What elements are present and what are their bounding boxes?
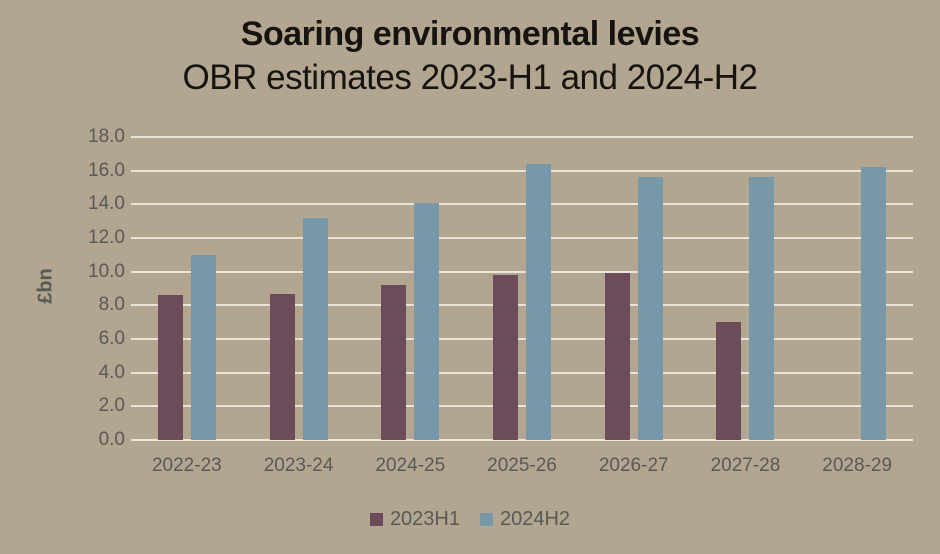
gridline bbox=[131, 304, 913, 307]
chart-title: Soaring environmental levies bbox=[240, 15, 700, 53]
gridline bbox=[131, 405, 913, 408]
bar-2024H2-2024-25 bbox=[414, 202, 440, 440]
plot-area bbox=[131, 136, 913, 441]
bar-2024H2-2023-24 bbox=[302, 217, 328, 440]
gridline bbox=[131, 371, 913, 374]
bar-2024H2-2022-23 bbox=[190, 254, 216, 440]
y-tick-label: 14.0 bbox=[88, 193, 125, 215]
bar-group-2022-23 bbox=[131, 137, 243, 440]
x-axis-label: 2028-29 bbox=[822, 455, 893, 476]
bar-series-container bbox=[131, 137, 913, 440]
gridlines bbox=[131, 136, 913, 441]
gridline bbox=[131, 439, 913, 441]
y-tick-label: 6.0 bbox=[98, 328, 125, 349]
y-tick-label: 12.0 bbox=[88, 227, 125, 248]
y-tick-label: 2.0 bbox=[98, 395, 125, 417]
y-axis-tick-labels: 0.0 2.0 4.0 6.0 8.0 10.0 12.0 14.0 16.0 18.0 bbox=[60, 126, 125, 450]
bar-group-2026-27 bbox=[578, 137, 690, 440]
x-axis-label: 2023-24 bbox=[263, 455, 334, 476]
bar-2023H1-2027-28 bbox=[716, 322, 742, 440]
bar-group-2027-28 bbox=[690, 137, 802, 440]
bar-2023H1-2025-26 bbox=[493, 275, 519, 440]
bar-2024H2-2028-29 bbox=[861, 167, 887, 440]
gridline bbox=[131, 203, 913, 206]
y-tick-label: 10.0 bbox=[88, 260, 125, 282]
y-tick-label: 18.0 bbox=[88, 126, 125, 147]
bar-2024H2-2026-27 bbox=[637, 177, 663, 440]
x-axis-label: 2027-28 bbox=[710, 455, 781, 476]
chart-subtitle: OBR estimates 2023-H1 and 2024-H2 bbox=[182, 58, 758, 97]
y-tick-label: 16.0 bbox=[88, 159, 125, 181]
legend-item-2024H2: 2024H2 bbox=[480, 508, 570, 531]
x-axis-label: 2024-25 bbox=[375, 455, 446, 476]
bar-2023H1-2026-27 bbox=[604, 273, 630, 440]
bar-group-2028-29 bbox=[801, 137, 913, 440]
bar-group-2024-25 bbox=[354, 137, 466, 440]
legend-swatch-2024H2 bbox=[480, 513, 493, 526]
gridline bbox=[131, 237, 913, 239]
y-tick-label: 0.0 bbox=[98, 429, 125, 450]
x-axis-label: 2022-23 bbox=[151, 455, 222, 476]
bar-group-2023-24 bbox=[243, 137, 355, 440]
legend: 2023H1 2024H2 bbox=[0, 508, 940, 531]
y-axis-title: £bn bbox=[34, 268, 57, 304]
bar-2024H2-2025-26 bbox=[526, 163, 552, 440]
gridline bbox=[131, 270, 913, 273]
gridline bbox=[131, 338, 913, 340]
x-axis-labels: 2022-23 2023-24 2024-25 2025-26 2026-27 2027-… bbox=[131, 455, 913, 477]
bar-2023H1-2024-25 bbox=[381, 285, 407, 440]
legend-swatch-2023H1 bbox=[369, 513, 383, 526]
bar-2023H1-2022-23 bbox=[157, 295, 183, 440]
gridline bbox=[131, 136, 913, 138]
y-tick-label: 8.0 bbox=[98, 294, 125, 316]
legend-label-2024H2: 2024H2 bbox=[500, 508, 571, 530]
bar-2024H2-2027-28 bbox=[749, 177, 775, 440]
x-axis-label: 2026-27 bbox=[598, 455, 669, 476]
legend-item-2023H1: 2023H1 bbox=[369, 508, 460, 531]
y-tick-label: 4.0 bbox=[98, 361, 125, 383]
gridline bbox=[131, 169, 913, 172]
bar-2023H1-2023-24 bbox=[269, 293, 295, 440]
x-axis-label: 2025-26 bbox=[487, 455, 557, 476]
bar-group-2025-26 bbox=[466, 137, 578, 440]
legend-label-2023H1: 2023H1 bbox=[389, 508, 460, 530]
